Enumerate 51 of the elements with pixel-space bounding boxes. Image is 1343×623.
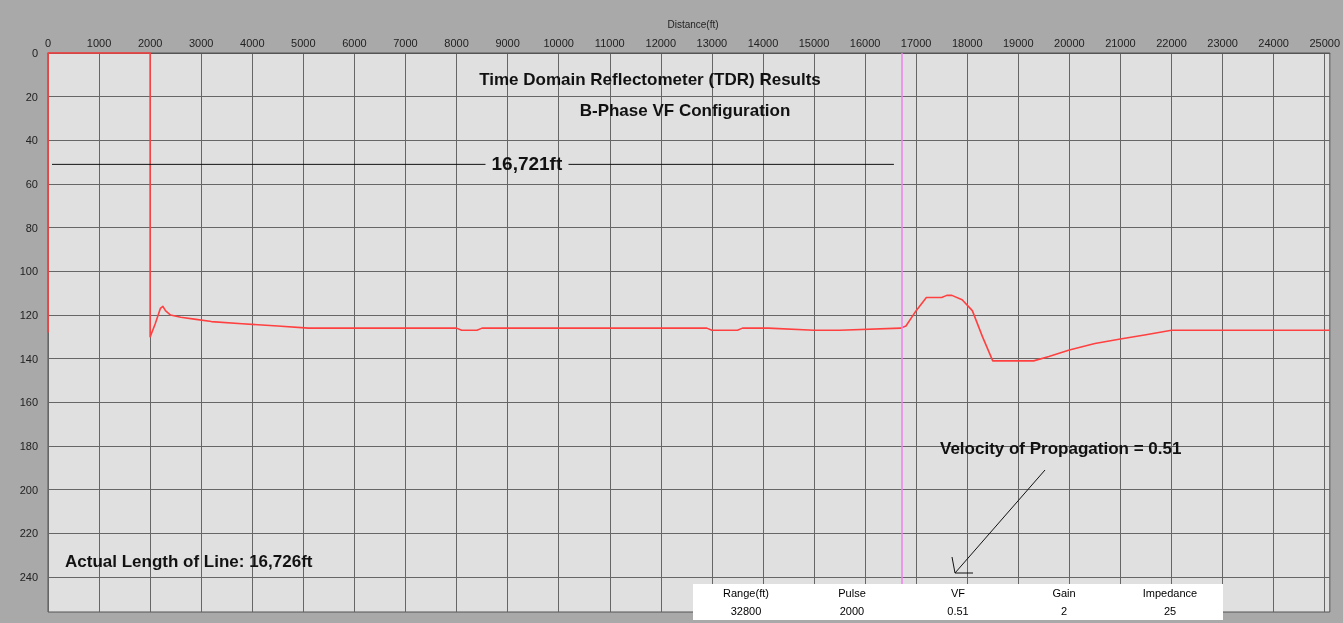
annotation: Impedance [1141,586,1199,601]
annotation: Gain [1051,586,1077,601]
x-tick-label: 24000 [1258,36,1289,49]
x-axis-title: Distance(ft) [667,18,719,30]
x-tick-label: 11000 [594,36,625,49]
x-tick-label: 17000 [900,36,932,49]
annotation: Pulse [837,586,867,601]
y-tick-label: 220 [19,527,38,540]
y-tick-label: 20 [25,90,38,103]
x-tick-label: 15000 [798,36,830,49]
x-tick-label: 2000 [137,36,163,49]
annotation: 32800 [729,604,763,619]
line-series [47,52,1331,362]
annotation: Range(ft) [722,586,770,601]
annotation: VF [949,586,967,601]
y-tick-label: 120 [19,309,38,322]
annotation: 2 [1059,604,1069,619]
y-tick-label: 100 [19,265,38,278]
x-tick-label: 21000 [1105,36,1136,49]
x-tick-label: 4000 [240,36,265,49]
x-tick-label: 23000 [1207,36,1238,49]
y-tick-label: 140 [19,352,38,365]
x-tick-label: 14000 [747,36,779,49]
y-tick-label: 40 [25,134,38,147]
x-tick-label: 13000 [696,36,728,49]
annotation: 2000 [838,604,866,619]
y-tick-label: 160 [19,396,38,409]
x-tick-label: 8000 [444,36,469,49]
x-tick-label: 10000 [543,36,574,49]
x-tick-label: 16000 [849,36,881,49]
x-tick-label: 3000 [188,36,214,49]
x-tick-label: 25000 [1309,36,1340,49]
x-tick-label: 1000 [86,36,112,49]
x-tick-label: 20000 [1054,36,1085,49]
x-tick-label: 22000 [1156,36,1187,49]
x-tick-label: 6000 [342,36,367,49]
y-tick-label: 200 [19,483,38,496]
x-tick-label: 12000 [645,36,677,49]
x-tick-label: 7000 [393,36,418,49]
y-tick-label: 60 [25,178,38,191]
x-tick-label: 19000 [1003,36,1034,49]
annotation: 25 [1162,604,1178,619]
y-tick-label: 240 [19,571,38,584]
annotation: 0.51 [946,604,970,619]
y-tick-label: 180 [19,440,38,453]
y-tick-label: 80 [25,221,38,234]
x-tick-label: 18000 [951,36,983,49]
x-tick-label: 9000 [495,36,520,49]
x-tick-label: 5000 [291,36,316,49]
x-tick-label: 0 [44,36,52,49]
y-tick-label: 0 [31,47,38,59]
